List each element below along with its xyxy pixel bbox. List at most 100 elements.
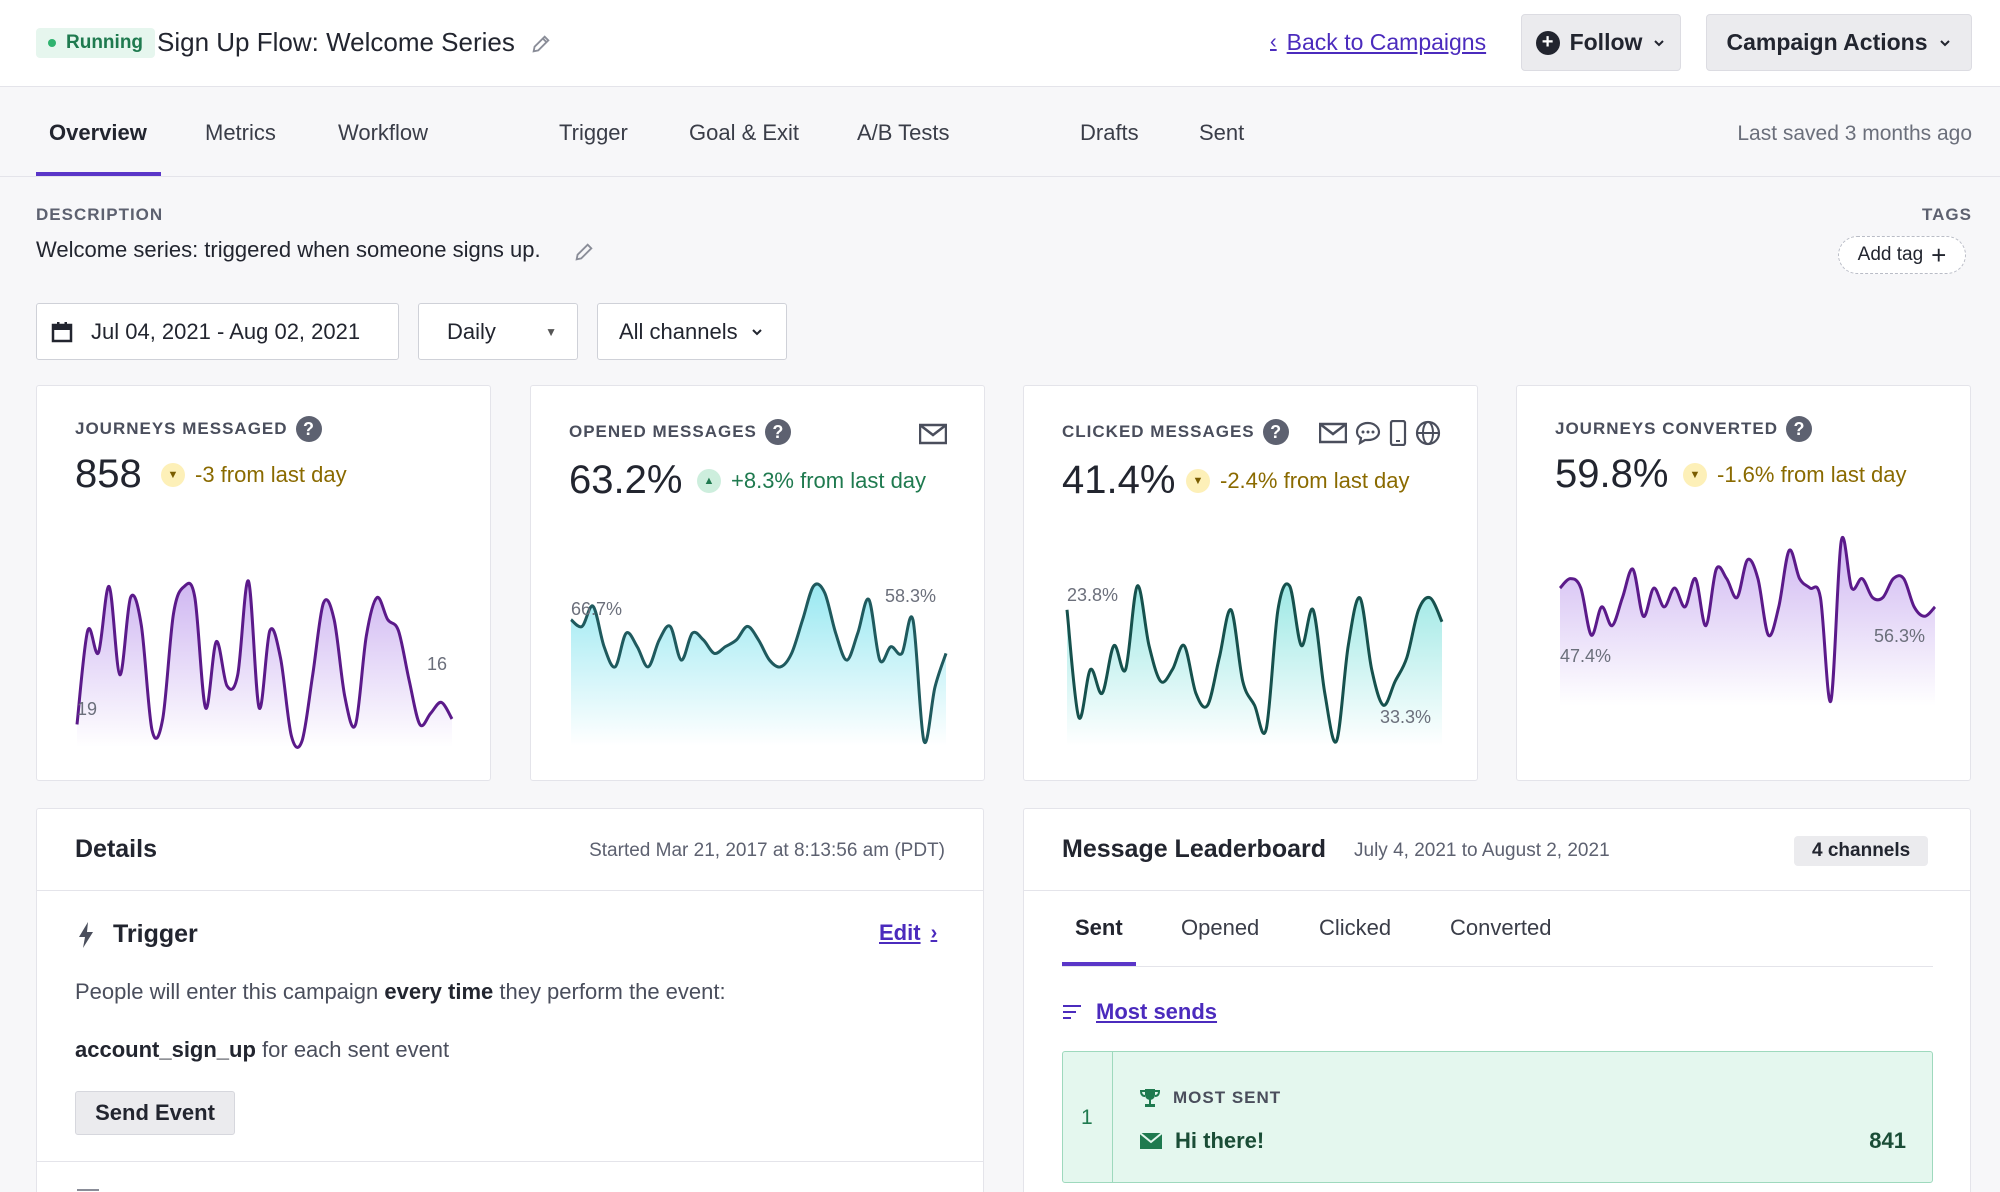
tab-workflow[interactable]: Workflow [338, 120, 429, 145]
sort-most-sends-link[interactable]: Most sends [1062, 999, 1217, 1025]
interval-value: Daily [447, 318, 496, 344]
metric-change: ▼ -1.6% from last day [1683, 462, 1907, 488]
tab-drafts[interactable]: Drafts [1080, 120, 1139, 145]
chat-bubble-icon [1355, 421, 1381, 445]
tab-opened[interactable]: Opened [1181, 915, 1260, 940]
globe-icon [1415, 420, 1441, 446]
active-tab-indicator [36, 172, 161, 176]
sort-label: Most sends [1096, 999, 1218, 1024]
chart-end-label: 58.3% [885, 586, 937, 606]
metric-title-text: OPENED MESSAGES [569, 422, 757, 441]
pencil-icon[interactable] [530, 33, 552, 55]
pencil-icon[interactable] [573, 241, 595, 263]
next-section-icon [77, 1189, 99, 1192]
email-icon [1139, 1132, 1163, 1149]
back-to-campaigns-link[interactable]: ‹ Back to Campaigns [1270, 29, 1486, 56]
metric-value: 858 [75, 452, 142, 496]
help-icon[interactable]: ? [764, 419, 791, 445]
status-label: Running [66, 32, 144, 53]
tab-sent[interactable]: Sent [1075, 915, 1123, 940]
chart-start-label: 23.8% [1067, 585, 1119, 605]
leaderboard-top-item[interactable]: 1 MOST SENT Hi there! 841 [1062, 1051, 1933, 1183]
calendar-icon [51, 321, 73, 342]
divider [37, 890, 983, 891]
last-saved-text: Last saved 3 months ago [1737, 122, 1972, 145]
message-name: Hi there! [1139, 1128, 1264, 1154]
divider [1062, 966, 1933, 967]
description-text: Welcome series: triggered when someone s… [36, 237, 541, 262]
chart-end-label: 16 [427, 654, 448, 674]
top-header: Running Sign Up Flow: Welcome Series ‹ B… [0, 0, 2000, 87]
edit-trigger-link[interactable]: Edit › [879, 920, 937, 946]
rank-number: 1 [1081, 1106, 1093, 1129]
send-event-button[interactable]: Send Event [75, 1091, 235, 1135]
metric-change: ▲ +8.3% from last day [697, 468, 926, 494]
sparkline-area [1067, 583, 1442, 746]
tab-trigger[interactable]: Trigger [559, 120, 628, 145]
metric-title: OPENED MESSAGES ? [569, 419, 791, 445]
metric-title-text: JOURNEYS CONVERTED [1555, 419, 1778, 438]
metric-title: JOURNEYS MESSAGED ? [75, 416, 322, 442]
chevron-right-icon: › [930, 921, 938, 944]
follow-button[interactable]: + Follow [1521, 14, 1681, 71]
plus-icon: + [1931, 240, 1947, 270]
status-badge: Running [36, 28, 156, 58]
add-tag-label: Add tag [1857, 244, 1924, 265]
mobile-phone-icon [1389, 420, 1407, 446]
plus-circle-icon: + [1535, 30, 1560, 55]
help-icon[interactable]: ? [295, 416, 322, 442]
rank-column: 1 [1063, 1052, 1113, 1182]
details-panel: Details Started Mar 21, 2017 at 8:13:56 … [36, 808, 984, 1192]
tab-ab-tests[interactable]: A/B Tests [857, 120, 950, 145]
trigger-text-pre: People will enter this campaign [75, 979, 385, 1004]
tab-clicked[interactable]: Clicked [1319, 915, 1392, 940]
trigger-text-post: they perform the event: [493, 979, 726, 1004]
add-tag-button[interactable]: Add tag + [1838, 236, 1966, 274]
sparkline-chart [570, 582, 948, 746]
email-icon [919, 423, 947, 445]
metric-title: JOURNEYS CONVERTED ? [1555, 416, 1812, 442]
event-suffix: for each sent event [255, 1037, 450, 1062]
metric-value: 41.4% [1062, 458, 1176, 502]
trend-down-icon: ▼ [1186, 469, 1210, 493]
sparkline-chart [1558, 536, 1937, 706]
sparkline-line [75, 579, 454, 749]
interval-select[interactable]: Daily ▼ [418, 303, 578, 360]
chart-start-label: 66.7% [571, 599, 623, 619]
active-tab-indicator [1062, 962, 1136, 966]
tab-overview[interactable]: Overview [49, 120, 147, 145]
campaign-tabs: Overview Metrics Workflow Trigger Goal &… [0, 87, 2000, 177]
tab-goal-exit[interactable]: Goal & Exit [689, 120, 800, 145]
metric-change-text: +8.3% from last day [731, 468, 927, 493]
sparkline-area [571, 583, 946, 746]
campaign-actions-button[interactable]: Campaign Actions [1706, 14, 1972, 71]
trophy-icon [1139, 1089, 1161, 1107]
metric-change: ▼ -2.4% from last day [1186, 468, 1410, 494]
tab-sent[interactable]: Sent [1199, 120, 1245, 145]
chevron-left-icon: ‹ [1270, 31, 1277, 53]
leaderboard-date-range: July 4, 2021 to August 2, 2021 [1354, 840, 1610, 861]
description-label: DESCRIPTION [36, 205, 164, 224]
tab-converted[interactable]: Converted [1450, 915, 1552, 940]
date-range-picker[interactable]: Jul 04, 2021 - Aug 02, 2021 [36, 303, 399, 360]
email-icon [1319, 422, 1347, 444]
page-title: Sign Up Flow: Welcome Series [157, 27, 515, 57]
help-icon[interactable]: ? [1262, 419, 1289, 445]
message-name-text: Hi there! [1175, 1128, 1265, 1153]
chevron-down-icon [1939, 39, 1950, 46]
trigger-heading: Trigger [113, 920, 198, 948]
sparkline-chart [75, 579, 454, 749]
message-count: 841 [1869, 1128, 1906, 1153]
sparkline-area [1560, 537, 1935, 706]
help-icon[interactable]: ? [1785, 416, 1812, 442]
channels-select[interactable]: All channels [597, 303, 787, 360]
most-sent-label: MOST SENT [1139, 1088, 1281, 1108]
tags-label: TAGS [1922, 205, 1972, 224]
metric-value: 63.2% [569, 458, 683, 502]
date-range-value: Jul 04, 2021 - Aug 02, 2021 [91, 318, 361, 344]
sort-icon [1063, 1005, 1081, 1019]
metric-title: CLICKED MESSAGES ? [1062, 419, 1289, 445]
back-link-label: Back to Campaigns [1286, 29, 1487, 55]
tab-metrics[interactable]: Metrics [205, 120, 276, 145]
started-timestamp: Started Mar 21, 2017 at 8:13:56 am (PDT) [589, 840, 945, 861]
